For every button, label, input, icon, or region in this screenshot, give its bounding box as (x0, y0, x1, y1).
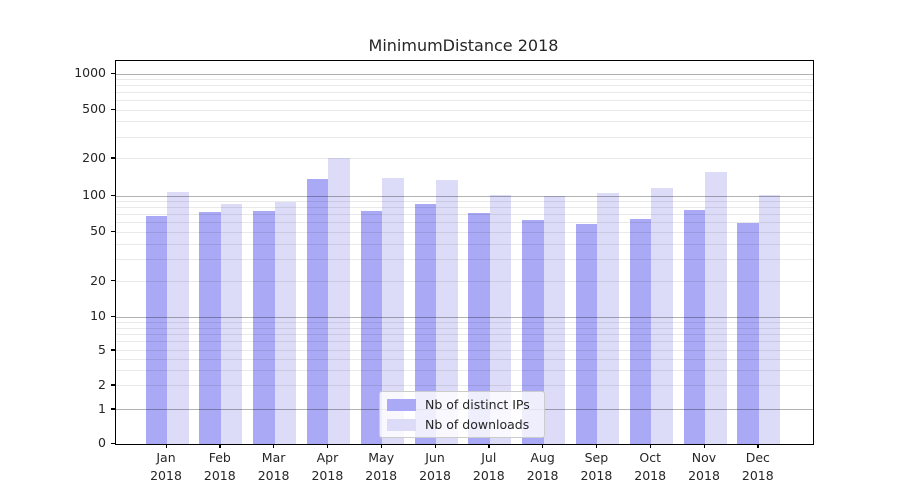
x-tick-label-sep: Sep 2018 (580, 450, 613, 483)
x-tick-label-aug: Aug 2018 (526, 450, 559, 483)
bar-downloads-may (382, 178, 404, 444)
bar-distinct-ips-jan (145, 215, 167, 444)
x-tick-mark-oct (649, 444, 652, 448)
x-tick-mark-jan (165, 444, 167, 448)
y-tick-mark-10 (111, 315, 115, 318)
bar-downloads-dec (758, 194, 781, 444)
y-tick-label-1: 1 (98, 400, 106, 416)
y-tick-label-100: 100 (82, 187, 106, 203)
y-tick-mark-50 (111, 230, 115, 233)
y-tick-mark-2 (111, 384, 115, 386)
legend-item-distinct-ips: Nb of distinct IPs (387, 397, 544, 412)
bar-distinct-ips-sep (575, 223, 598, 444)
plot-area: Nb of distinct IPs Nb of downloads (115, 60, 814, 445)
y-tick-label-200: 200 (82, 149, 106, 165)
chart-title: MinimumDistance 2018 (368, 36, 559, 55)
legend: Nb of distinct IPs Nb of downloads (379, 391, 545, 438)
y-tick-mark-5 (111, 349, 115, 351)
y-tick-label-50: 50 (90, 223, 106, 239)
y-tick-label-0: 0 (98, 435, 106, 450)
y-tick-mark-1000 (111, 72, 115, 74)
legend-label-distinct-ips: Nb of distinct IPs (425, 397, 530, 412)
bar-downloads-jul (489, 195, 512, 444)
x-tick-label-dec: Dec 2018 (741, 450, 774, 483)
bar-downloads-feb (220, 203, 243, 444)
x-tick-label-nov: Nov 2018 (688, 450, 720, 483)
y-tick-label-2: 2 (98, 376, 106, 392)
y-tick-mark-0 (111, 442, 115, 444)
x-tick-mark-jul (488, 444, 490, 448)
y-tick-mark-500 (111, 108, 115, 111)
bar-distinct-ips-dec (737, 222, 759, 444)
y-tick-mark-20 (111, 280, 115, 282)
bar-distinct-ips-feb (199, 212, 221, 444)
bar-distinct-ips-nov (683, 209, 705, 444)
x-tick-mark-sep (595, 444, 598, 448)
x-tick-mark-nov (703, 444, 705, 448)
y-tick-mark-100 (111, 194, 115, 197)
x-tick-label-jun: Jun 2018 (419, 450, 451, 483)
bar-distinct-ips-aug (522, 219, 544, 444)
y-tick-mark-200 (111, 157, 115, 159)
x-tick-label-oct: Oct 2018 (634, 450, 667, 483)
y-tick-label-1000: 1000 (74, 65, 106, 81)
y-tick-label-10: 10 (90, 308, 106, 324)
bar-downloads-mar (274, 201, 297, 444)
bar-downloads-jun (436, 180, 458, 444)
x-tick-mark-dec (757, 444, 759, 448)
bar-distinct-ips-oct (629, 218, 652, 444)
bar-downloads-sep (597, 193, 619, 444)
x-tick-label-may: May 2018 (365, 450, 398, 483)
x-tick-mark-apr (326, 444, 329, 448)
x-tick-mark-may (380, 444, 383, 448)
legend-label-downloads: Nb of downloads (425, 417, 530, 432)
bar-downloads-oct (651, 187, 673, 444)
bar-distinct-ips-jul (468, 213, 490, 444)
bar-downloads-apr (328, 157, 350, 444)
bar-downloads-nov (705, 171, 727, 444)
y-tick-mark-1 (111, 408, 115, 410)
y-tick-label-20: 20 (90, 272, 106, 288)
x-tick-label-apr: Apr 2018 (311, 450, 344, 483)
x-tick-mark-feb (219, 444, 221, 448)
x-tick-label-jan: Jan 2018 (150, 450, 182, 483)
x-tick-mark-mar (273, 444, 275, 448)
legend-swatch-downloads-icon (387, 418, 416, 431)
x-tick-mark-aug (542, 444, 544, 448)
bar-downloads-jan (167, 192, 189, 444)
bar-downloads-aug (543, 196, 566, 444)
x-tick-label-mar: Mar 2018 (257, 450, 290, 483)
x-tick-label-jul: Jul 2018 (472, 450, 505, 483)
bar-distinct-ips-apr (306, 179, 329, 444)
legend-swatch-distinct-ips-icon (387, 398, 416, 411)
bar-distinct-ips-mar (253, 210, 275, 444)
legend-item-downloads: Nb of downloads (387, 417, 544, 432)
bar-distinct-ips-jun (414, 203, 436, 444)
x-tick-mark-jun (434, 444, 436, 448)
y-tick-label-500: 500 (82, 101, 106, 117)
bars-layer (116, 61, 813, 444)
x-tick-label-feb: Feb 2018 (203, 450, 236, 483)
y-tick-label-5: 5 (98, 341, 106, 357)
bar-distinct-ips-may (360, 210, 383, 444)
